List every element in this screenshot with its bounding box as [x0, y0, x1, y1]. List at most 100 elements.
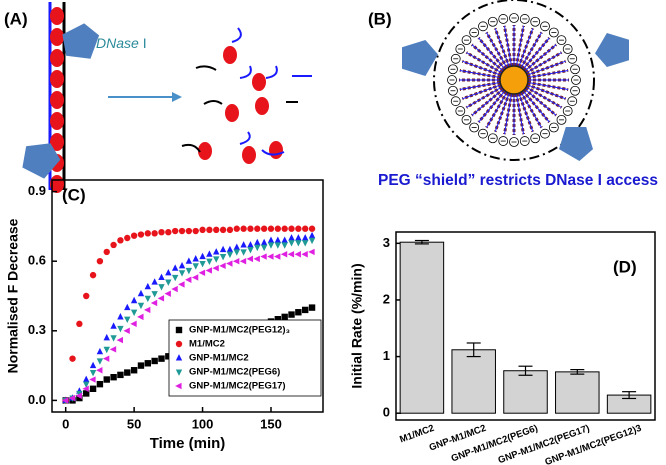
data-point: [295, 309, 302, 316]
fluorophore: [50, 91, 64, 109]
data-point: [165, 229, 172, 236]
data-point: [233, 249, 240, 256]
data-point: [253, 255, 260, 263]
dna-spoke: [518, 28, 534, 68]
panel-label: (C): [62, 185, 86, 204]
data-point: [116, 336, 123, 344]
data-point: [96, 380, 104, 388]
plot-frame: [51, 179, 324, 413]
data-point: [226, 260, 233, 267]
data-point: [117, 371, 124, 379]
data-point: [158, 284, 165, 291]
data-point: [83, 390, 90, 397]
data-point: [288, 240, 295, 247]
data-point: [274, 236, 282, 243]
data-point: [103, 333, 110, 341]
dna-spoke: [471, 44, 504, 72]
data-point: [232, 258, 240, 265]
data-point: [233, 243, 240, 250]
dna-spoke: [520, 91, 542, 128]
data-point: [117, 237, 124, 244]
data-point: [130, 320, 137, 328]
dna-spoke: [515, 25, 525, 67]
data-point: [178, 270, 186, 277]
fluorophore: [50, 70, 64, 88]
dna-fragment: [181, 143, 201, 153]
data-point: [254, 238, 261, 246]
shield-caption: PEG “shield” restricts DNase I access: [378, 172, 658, 189]
data-point: [185, 227, 193, 235]
data-point: [89, 361, 97, 369]
data-point: [83, 292, 90, 300]
data-point: [124, 303, 131, 311]
dna-spoke: [503, 25, 513, 67]
dna-fragment: [203, 100, 223, 105]
data-point: [274, 225, 282, 232]
data-point: [206, 258, 213, 266]
y-tick-label: 0.0: [28, 392, 46, 407]
data-point: [192, 255, 199, 262]
data-point: [302, 225, 309, 232]
data-point: [302, 234, 309, 241]
panel-label: (A): [4, 9, 28, 28]
dna-spoke: [524, 88, 557, 116]
data-point: [96, 258, 104, 265]
x-tick-label: 150: [260, 416, 282, 431]
dna-spoke: [525, 52, 562, 74]
data-point: [247, 247, 254, 254]
y-tick-label: 0.3: [28, 322, 46, 337]
data-point: [130, 232, 138, 239]
data-point: [76, 394, 83, 402]
enzyme: [402, 40, 438, 76]
data-point: [205, 267, 212, 274]
legend-marker: [175, 326, 183, 334]
data-point: [165, 268, 172, 276]
error-bar: [414, 239, 429, 245]
data-point: [295, 240, 302, 247]
data-point: [109, 346, 117, 353]
data-point: [130, 367, 138, 374]
dna-spoke: [486, 32, 508, 69]
y-axis-label: Initial Rate (%/min): [349, 263, 365, 388]
data-point: [294, 251, 301, 258]
x-tick-label: 50: [127, 416, 141, 431]
data-point: [82, 385, 89, 392]
data-point: [83, 375, 90, 383]
data-point: [308, 231, 316, 239]
data-point: [192, 227, 199, 235]
data-point: [96, 358, 104, 365]
data-point: [226, 251, 234, 259]
data-point: [288, 234, 295, 241]
data-point: [254, 225, 261, 232]
data-point: [192, 263, 199, 270]
data-point: [137, 313, 144, 321]
data-point: [178, 281, 185, 288]
arrow-head: [172, 92, 182, 102]
data-point: [240, 249, 247, 256]
data-point: [295, 234, 302, 241]
data-point: [280, 251, 288, 258]
legend-label: M1/MC2: [189, 339, 225, 350]
data-point: [130, 296, 138, 304]
y-axis-label: Normalised F Decrease: [5, 218, 21, 373]
fluorophore: [223, 46, 237, 64]
data-point: [206, 226, 213, 234]
data-point: [198, 269, 206, 276]
data-point: [260, 253, 267, 260]
data-point: [213, 226, 220, 234]
y-tick-label: 1: [383, 348, 390, 363]
data-point: [288, 225, 295, 232]
dna-spoke: [503, 93, 513, 135]
data-point: [110, 335, 117, 342]
data-point: [171, 274, 179, 282]
data-point: [137, 302, 145, 310]
fluorophore: [50, 49, 64, 67]
data-point: [171, 264, 179, 271]
gold-core: [499, 65, 529, 95]
data-point: [143, 306, 151, 314]
dna-spoke: [518, 92, 534, 132]
fluorophore: [50, 133, 64, 151]
data-point: [281, 236, 288, 243]
y-tick-label: 0.9: [28, 183, 46, 198]
legend-marker: [175, 369, 183, 376]
